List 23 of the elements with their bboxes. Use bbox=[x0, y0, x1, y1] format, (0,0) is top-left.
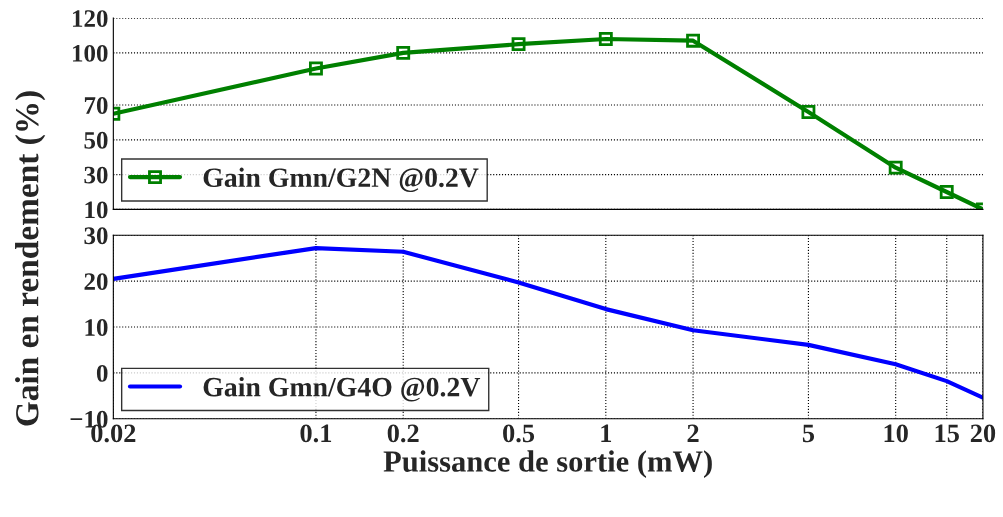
x-tick-label: 10 bbox=[884, 424, 908, 443]
y-tick-label: 70 bbox=[84, 97, 108, 114]
x-tick-label: 2 bbox=[687, 424, 699, 442]
y-tick-label: 20 bbox=[84, 273, 108, 291]
x-tick-label: 20 bbox=[970, 424, 996, 443]
y-tick-label: 10 bbox=[85, 319, 108, 336]
x-tick-label: 15 bbox=[935, 424, 959, 443]
y-tick-label: 100 bbox=[72, 44, 108, 62]
x-tick-label: 5 bbox=[802, 424, 815, 443]
y-tick-label: 10 bbox=[85, 201, 108, 219]
x-tick-label: 0.2 bbox=[387, 424, 419, 443]
y-tick-label: 0 bbox=[96, 364, 108, 382]
x-tick-label: 0.1 bbox=[300, 424, 332, 443]
legend-label: Gain Gmn/G4O @0.2V bbox=[203, 376, 481, 402]
x-axis-title: Puissance de sortie (mW) bbox=[383, 450, 712, 479]
legend-label: Gain Gmn/G2N @0.2V bbox=[203, 167, 479, 193]
x-tick-label: 1 bbox=[601, 424, 612, 442]
x-tick-label: 0.5 bbox=[503, 424, 535, 443]
y-tick-label: 30 bbox=[84, 227, 108, 245]
y-tick-label: 50 bbox=[84, 131, 108, 149]
y-axis-title: Gain en rendement (%) bbox=[15, 91, 46, 426]
y-tick-label: 120 bbox=[72, 10, 108, 28]
y-tick-label: 30 bbox=[84, 166, 108, 184]
